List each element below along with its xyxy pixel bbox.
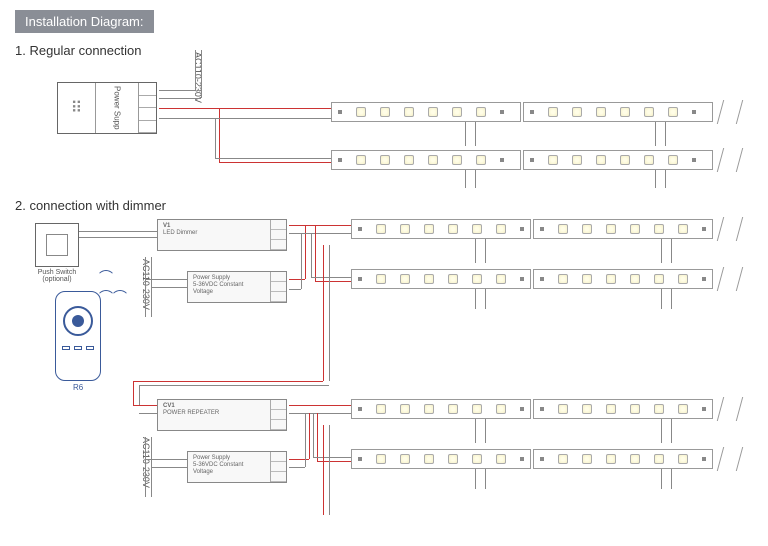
psu2-sub: 5-36VDC Constant Voltage	[193, 282, 243, 295]
led-strip-b2	[533, 399, 713, 419]
strip-break-icon	[717, 100, 743, 124]
section2-label: 2. connection with dimmer	[15, 198, 768, 213]
section2-diagram: Push Switch (optional) ⌒⌒⌒ R6 AC110-230V…	[15, 215, 768, 545]
led-strip-1a	[331, 102, 521, 122]
push-switch	[35, 223, 79, 267]
dimmer-sub: LED Dimmer	[163, 230, 197, 236]
power-supply-2: Power Supply 5-36VDC Constant Voltage	[187, 271, 287, 303]
strip-break-icon	[717, 267, 743, 291]
remote-buttons	[62, 346, 94, 350]
push-switch-label: Push Switch (optional)	[27, 269, 87, 283]
psu3-name: Power Supply	[193, 455, 230, 461]
ac-voltage-label-2: AC110-230V	[141, 259, 151, 310]
remote-label: R6	[73, 383, 83, 392]
psu3-sub: 5-36VDC Constant Voltage	[193, 462, 243, 475]
led-strip-b1	[351, 399, 531, 419]
psu2-name: Power Supply	[193, 275, 230, 281]
led-strip-a1	[351, 219, 531, 239]
dimmer-controller: V1 LED Dimmer	[157, 219, 287, 251]
strip-break-icon	[717, 217, 743, 241]
psu-terminals	[138, 83, 156, 133]
power-supply-3: Power Supply 5-36VDC Constant Voltage	[187, 451, 287, 483]
signal-icon: ⌒⌒⌒	[99, 267, 127, 307]
remote-control	[55, 291, 101, 381]
led-strip-1b	[523, 102, 713, 122]
ac-voltage-label-3: AC110-230V	[141, 437, 151, 488]
dimmer-name: V1	[163, 223, 170, 229]
strip-break-icon	[717, 447, 743, 471]
psu-label: Power Supp	[96, 83, 138, 133]
remote-wheel-icon	[63, 306, 93, 336]
repeater-sub: POWER REPEATER	[163, 410, 219, 416]
led-strip-b4	[533, 449, 713, 469]
led-strip-a3	[351, 269, 531, 289]
strip-break-icon	[717, 148, 743, 172]
power-repeater: CV1 POWER REPEATER	[157, 399, 287, 431]
led-strip-a4	[533, 269, 713, 289]
led-strip-b3	[351, 449, 531, 469]
led-strip-2a	[331, 150, 521, 170]
led-strip-2b	[523, 150, 713, 170]
repeater-name: CV1	[163, 403, 175, 409]
section1-label: 1. Regular connection	[15, 43, 768, 58]
psu-vents-icon: ⠿	[58, 83, 96, 133]
diagram-title: Installation Diagram:	[15, 10, 154, 33]
led-strip-a2	[533, 219, 713, 239]
power-supply-1: ⠿ Power Supp	[57, 82, 157, 134]
strip-break-icon	[717, 397, 743, 421]
section1-diagram: AC110-230V ⠿ Power Supp	[15, 60, 768, 190]
